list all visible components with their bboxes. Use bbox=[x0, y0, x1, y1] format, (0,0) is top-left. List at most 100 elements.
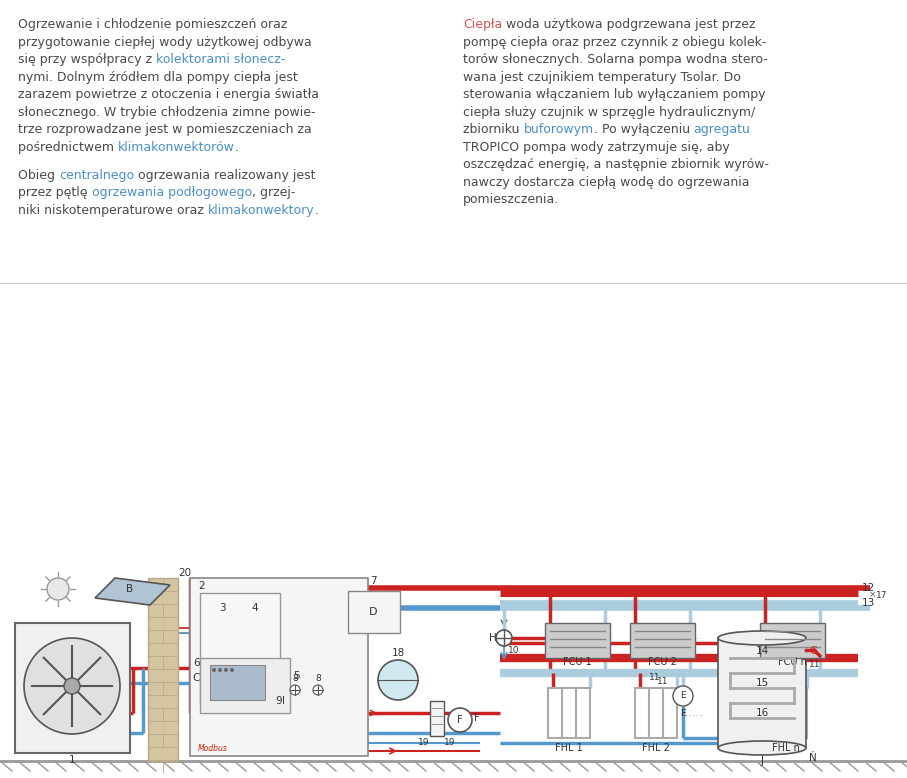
Text: kolektorami słonecz-: kolektorami słonecz- bbox=[156, 53, 286, 66]
Text: 11: 11 bbox=[809, 660, 821, 669]
Circle shape bbox=[47, 578, 69, 600]
Text: klimakonwektorów: klimakonwektorów bbox=[118, 141, 235, 153]
Text: woda użytkowa podgrzewana jest przez: woda użytkowa podgrzewana jest przez bbox=[502, 18, 756, 31]
Text: FHL 2: FHL 2 bbox=[642, 743, 670, 753]
Text: 7: 7 bbox=[370, 576, 376, 586]
Text: FCU 1: FCU 1 bbox=[562, 657, 591, 667]
Text: 14: 14 bbox=[756, 646, 768, 656]
Text: pośrednictwem: pośrednictwem bbox=[18, 141, 118, 153]
Text: ogrzewania realizowany jest: ogrzewania realizowany jest bbox=[134, 169, 316, 181]
Circle shape bbox=[378, 660, 418, 700]
Text: ogrzewania podłogowego: ogrzewania podłogowego bbox=[92, 186, 251, 199]
Text: 8: 8 bbox=[315, 674, 321, 683]
Text: 13: 13 bbox=[862, 598, 875, 608]
Circle shape bbox=[496, 630, 512, 646]
Text: pompę ciepła oraz przez czynnik z obiegu kolek-: pompę ciepła oraz przez czynnik z obiegu… bbox=[463, 36, 766, 48]
Circle shape bbox=[290, 685, 300, 695]
Bar bbox=[430, 701, 444, 736]
Bar bbox=[190, 578, 368, 756]
Text: 9: 9 bbox=[276, 696, 282, 706]
Text: buforowym: buforowym bbox=[523, 123, 593, 136]
Bar bbox=[200, 593, 280, 703]
Ellipse shape bbox=[718, 741, 806, 755]
Text: zarazem powietrze z otoczenia i energia światła: zarazem powietrze z otoczenia i energia … bbox=[18, 88, 319, 101]
Text: 20: 20 bbox=[179, 568, 191, 578]
Text: sterowania włączaniem lub wyłączaniem pompy: sterowania włączaniem lub wyłączaniem po… bbox=[463, 88, 766, 101]
Text: ×: × bbox=[869, 591, 876, 600]
Text: G: G bbox=[809, 646, 817, 656]
Text: słonecznego. W trybie chłodzenia zimne powie-: słonecznego. W trybie chłodzenia zimne p… bbox=[18, 106, 316, 118]
Text: wana jest czujnikiem temperatury Tsolar. Do: wana jest czujnikiem temperatury Tsolar.… bbox=[463, 71, 741, 83]
Bar bbox=[148, 578, 178, 761]
Text: ......: ...... bbox=[682, 708, 704, 718]
Text: zbiorniku: zbiorniku bbox=[463, 123, 523, 136]
Bar bbox=[200, 658, 290, 713]
Text: niki niskotemperaturowe oraz: niki niskotemperaturowe oraz bbox=[18, 204, 208, 216]
Text: . Po wyłączeniu: . Po wyłączeniu bbox=[593, 123, 694, 136]
Text: 6: 6 bbox=[193, 658, 200, 668]
Circle shape bbox=[64, 678, 80, 694]
Text: torów słonecznych. Solarna pompa wodna stero-: torów słonecznych. Solarna pompa wodna s… bbox=[463, 53, 767, 66]
Text: C: C bbox=[192, 673, 200, 683]
Text: agregatu: agregatu bbox=[694, 123, 751, 136]
Bar bbox=[15, 623, 130, 753]
Circle shape bbox=[218, 668, 222, 672]
Text: TROPICO pompa wody zatrzymuje się, aby: TROPICO pompa wody zatrzymuje się, aby bbox=[463, 141, 730, 153]
Text: 10: 10 bbox=[508, 646, 520, 655]
Circle shape bbox=[212, 668, 216, 672]
Text: E: E bbox=[680, 692, 686, 700]
Circle shape bbox=[673, 686, 693, 706]
Text: centralnego: centralnego bbox=[59, 169, 134, 181]
Circle shape bbox=[224, 668, 228, 672]
Text: FHL n: FHL n bbox=[772, 743, 800, 753]
Text: 11: 11 bbox=[649, 674, 661, 682]
Text: klimakonwektory: klimakonwektory bbox=[208, 204, 315, 216]
Text: przez pętlę: przez pętlę bbox=[18, 186, 92, 199]
Text: 4: 4 bbox=[251, 603, 258, 613]
Text: FCU 2: FCU 2 bbox=[648, 657, 677, 667]
Text: trze rozprowadzane jest w pomieszczeniach za: trze rozprowadzane jest w pomieszczeniac… bbox=[18, 123, 312, 136]
Ellipse shape bbox=[718, 631, 806, 645]
Text: 16: 16 bbox=[756, 708, 768, 718]
Circle shape bbox=[230, 668, 234, 672]
Text: 1: 1 bbox=[69, 755, 75, 765]
Text: 17: 17 bbox=[876, 591, 888, 600]
Bar bbox=[630, 623, 695, 658]
Text: 11: 11 bbox=[657, 678, 668, 686]
Text: nymi. Dolnym źródłem dla pompy ciepła jest: nymi. Dolnym źródłem dla pompy ciepła je… bbox=[18, 71, 297, 83]
Text: pomieszczenia.: pomieszczenia. bbox=[463, 193, 560, 206]
Text: I: I bbox=[282, 696, 285, 706]
Polygon shape bbox=[95, 578, 170, 605]
Text: Modbus: Modbus bbox=[198, 744, 228, 753]
Circle shape bbox=[24, 638, 120, 734]
Text: FCU n: FCU n bbox=[777, 657, 806, 667]
Text: .: . bbox=[235, 141, 239, 153]
Text: 18: 18 bbox=[392, 648, 405, 658]
Bar bbox=[210, 665, 265, 700]
Text: B: B bbox=[126, 584, 133, 594]
Circle shape bbox=[313, 685, 323, 695]
Text: 19: 19 bbox=[417, 738, 429, 747]
Bar bbox=[348, 591, 400, 633]
Bar bbox=[718, 638, 806, 748]
Text: FHL 1: FHL 1 bbox=[555, 743, 583, 753]
Text: H: H bbox=[489, 633, 497, 643]
Text: nawczy dostarcza ciepłą wodę do ogrzewania: nawczy dostarcza ciepłą wodę do ogrzewan… bbox=[463, 176, 749, 188]
Text: Ń: Ń bbox=[809, 753, 816, 763]
Bar bbox=[545, 623, 610, 658]
Text: 3: 3 bbox=[219, 603, 225, 613]
Text: E: E bbox=[680, 709, 686, 718]
Text: Obieg: Obieg bbox=[18, 169, 59, 181]
Text: D: D bbox=[369, 607, 377, 617]
Text: Ogrzewanie i chłodzenie pomieszczeń oraz: Ogrzewanie i chłodzenie pomieszczeń oraz bbox=[18, 18, 288, 31]
Text: 12: 12 bbox=[862, 583, 875, 593]
Text: 2: 2 bbox=[198, 581, 205, 591]
Text: 19: 19 bbox=[444, 738, 455, 747]
Text: przygotowanie ciepłej wody użytkowej odbywa: przygotowanie ciepłej wody użytkowej odb… bbox=[18, 36, 312, 48]
Text: ciepła służy czujnik w sprzęgle hydraulicznym/: ciepła służy czujnik w sprzęgle hydrauli… bbox=[463, 106, 756, 118]
Circle shape bbox=[448, 708, 472, 732]
Text: ......: ...... bbox=[679, 631, 701, 641]
Text: F: F bbox=[457, 715, 463, 725]
Bar bbox=[760, 623, 825, 658]
Text: Ciepła: Ciepła bbox=[463, 18, 502, 31]
